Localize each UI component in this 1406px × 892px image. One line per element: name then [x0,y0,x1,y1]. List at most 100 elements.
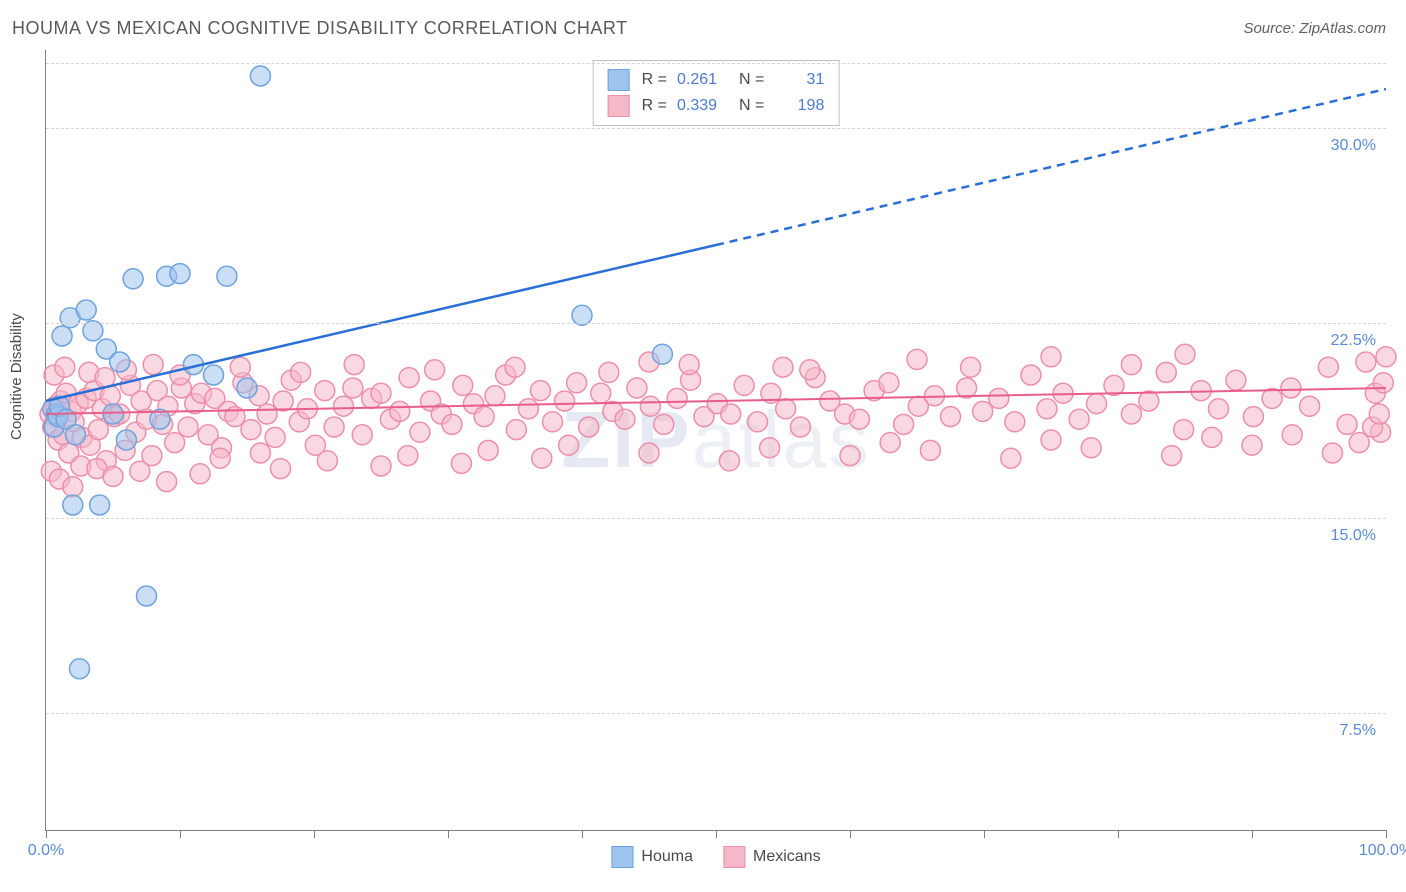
scatter-point [579,417,599,437]
scatter-point [721,404,741,424]
scatter-point [941,407,961,427]
scatter-point [76,300,96,320]
x-tick [1386,830,1387,838]
chart-title: HOUMA VS MEXICAN COGNITIVE DISABILITY CO… [12,18,628,39]
scatter-point [920,440,940,460]
scatter-point [324,417,344,437]
scatter-point [532,448,552,468]
scatter-point [204,365,224,385]
scatter-point [1243,407,1263,427]
x-tick [314,830,315,838]
legend-item-houma: Houma [611,846,693,868]
scatter-point [1081,438,1101,458]
swatch-houma [611,846,633,868]
scatter-point [1373,373,1393,393]
legend-label-houma: Houma [641,848,693,866]
x-tick [46,830,47,838]
scatter-point [555,391,575,411]
scatter-point [63,495,83,515]
scatter-point [123,269,143,289]
scatter-point [344,355,364,375]
scatter-point [654,414,674,434]
scatter-point [190,464,210,484]
scatter-point [1156,362,1176,382]
scatter-point [291,362,311,382]
scatter-point [1069,409,1089,429]
scatter-point [1376,347,1396,367]
gridline [46,63,1386,64]
scatter-point [271,459,291,479]
scatter-point [1087,394,1107,414]
plot-area: ZIPatlas R = 0.261 N = 31 R =0.339N =198… [45,50,1386,831]
scatter-point [52,326,72,346]
gridline [46,323,1386,324]
scatter-point [1174,420,1194,440]
scatter-point [734,375,754,395]
scatter-point [217,266,237,286]
scatter-point [1005,412,1025,432]
mexicans-r-value: 0.339 [677,97,727,115]
scatter-point [518,399,538,419]
scatter-point [1162,446,1182,466]
r-label: R = [642,71,667,89]
mexicans-n-value: 198 [774,97,824,115]
scatter-point [1318,357,1338,377]
scatter-point [250,66,270,86]
legend-stats-box: R = 0.261 N = 31 R =0.339N =198 [593,60,840,126]
scatter-point [241,420,261,440]
scatter-point [1281,378,1301,398]
x-tick [582,830,583,838]
scatter-point [474,407,494,427]
scatter-point [639,443,659,463]
scatter-point [1300,396,1320,416]
scatter-point [800,360,820,380]
scatter-point [317,451,337,471]
y-tick-label: 15.0% [1331,527,1376,545]
x-tick [1252,830,1253,838]
scatter-point [453,375,473,395]
scatter-point [849,409,869,429]
x-tick [180,830,181,838]
scatter-point [399,368,419,388]
scatter-point [63,477,83,497]
scatter-point [237,378,257,398]
scatter-point [210,448,230,468]
scatter-point [640,396,660,416]
source-attribution: Source: ZipAtlas.com [1243,20,1386,37]
scatter-point [840,446,860,466]
scatter-point [170,264,190,284]
scatter-point [70,659,90,679]
scatter-point [505,357,525,377]
scatter-point [478,440,498,460]
scatter-point [776,399,796,419]
scatter-point [451,453,471,473]
scatter-point [894,414,914,434]
x-tick [850,830,851,838]
r-label: R = [642,97,667,115]
scatter-point [1262,388,1282,408]
scatter-point [143,355,163,375]
legend-row-houma: R = 0.261 N = 31 [608,67,825,93]
scatter-point [1282,425,1302,445]
scatter-point [543,412,563,432]
scatter-point [989,388,1009,408]
y-axis-label: Cognitive Disability [8,313,25,440]
scatter-point [157,472,177,492]
legend-label-mexicans: Mexicans [753,848,821,866]
y-tick-label: 7.5% [1340,722,1376,740]
y-tick-label: 22.5% [1331,332,1376,350]
scatter-point [398,446,418,466]
scatter-point [719,451,739,471]
scatter-point [257,404,277,424]
scatter-point [567,373,587,393]
scatter-point [1001,448,1021,468]
scatter-point [748,412,768,432]
x-tick [716,830,717,838]
scatter-point [137,586,157,606]
scatter-point [103,466,123,486]
scatter-point [615,409,635,429]
scatter-point [315,381,335,401]
legend-row-mexicans: R =0.339N =198 [608,93,825,119]
scatter-point [442,414,462,434]
legend-bottom: Houma Mexicans [611,846,820,868]
